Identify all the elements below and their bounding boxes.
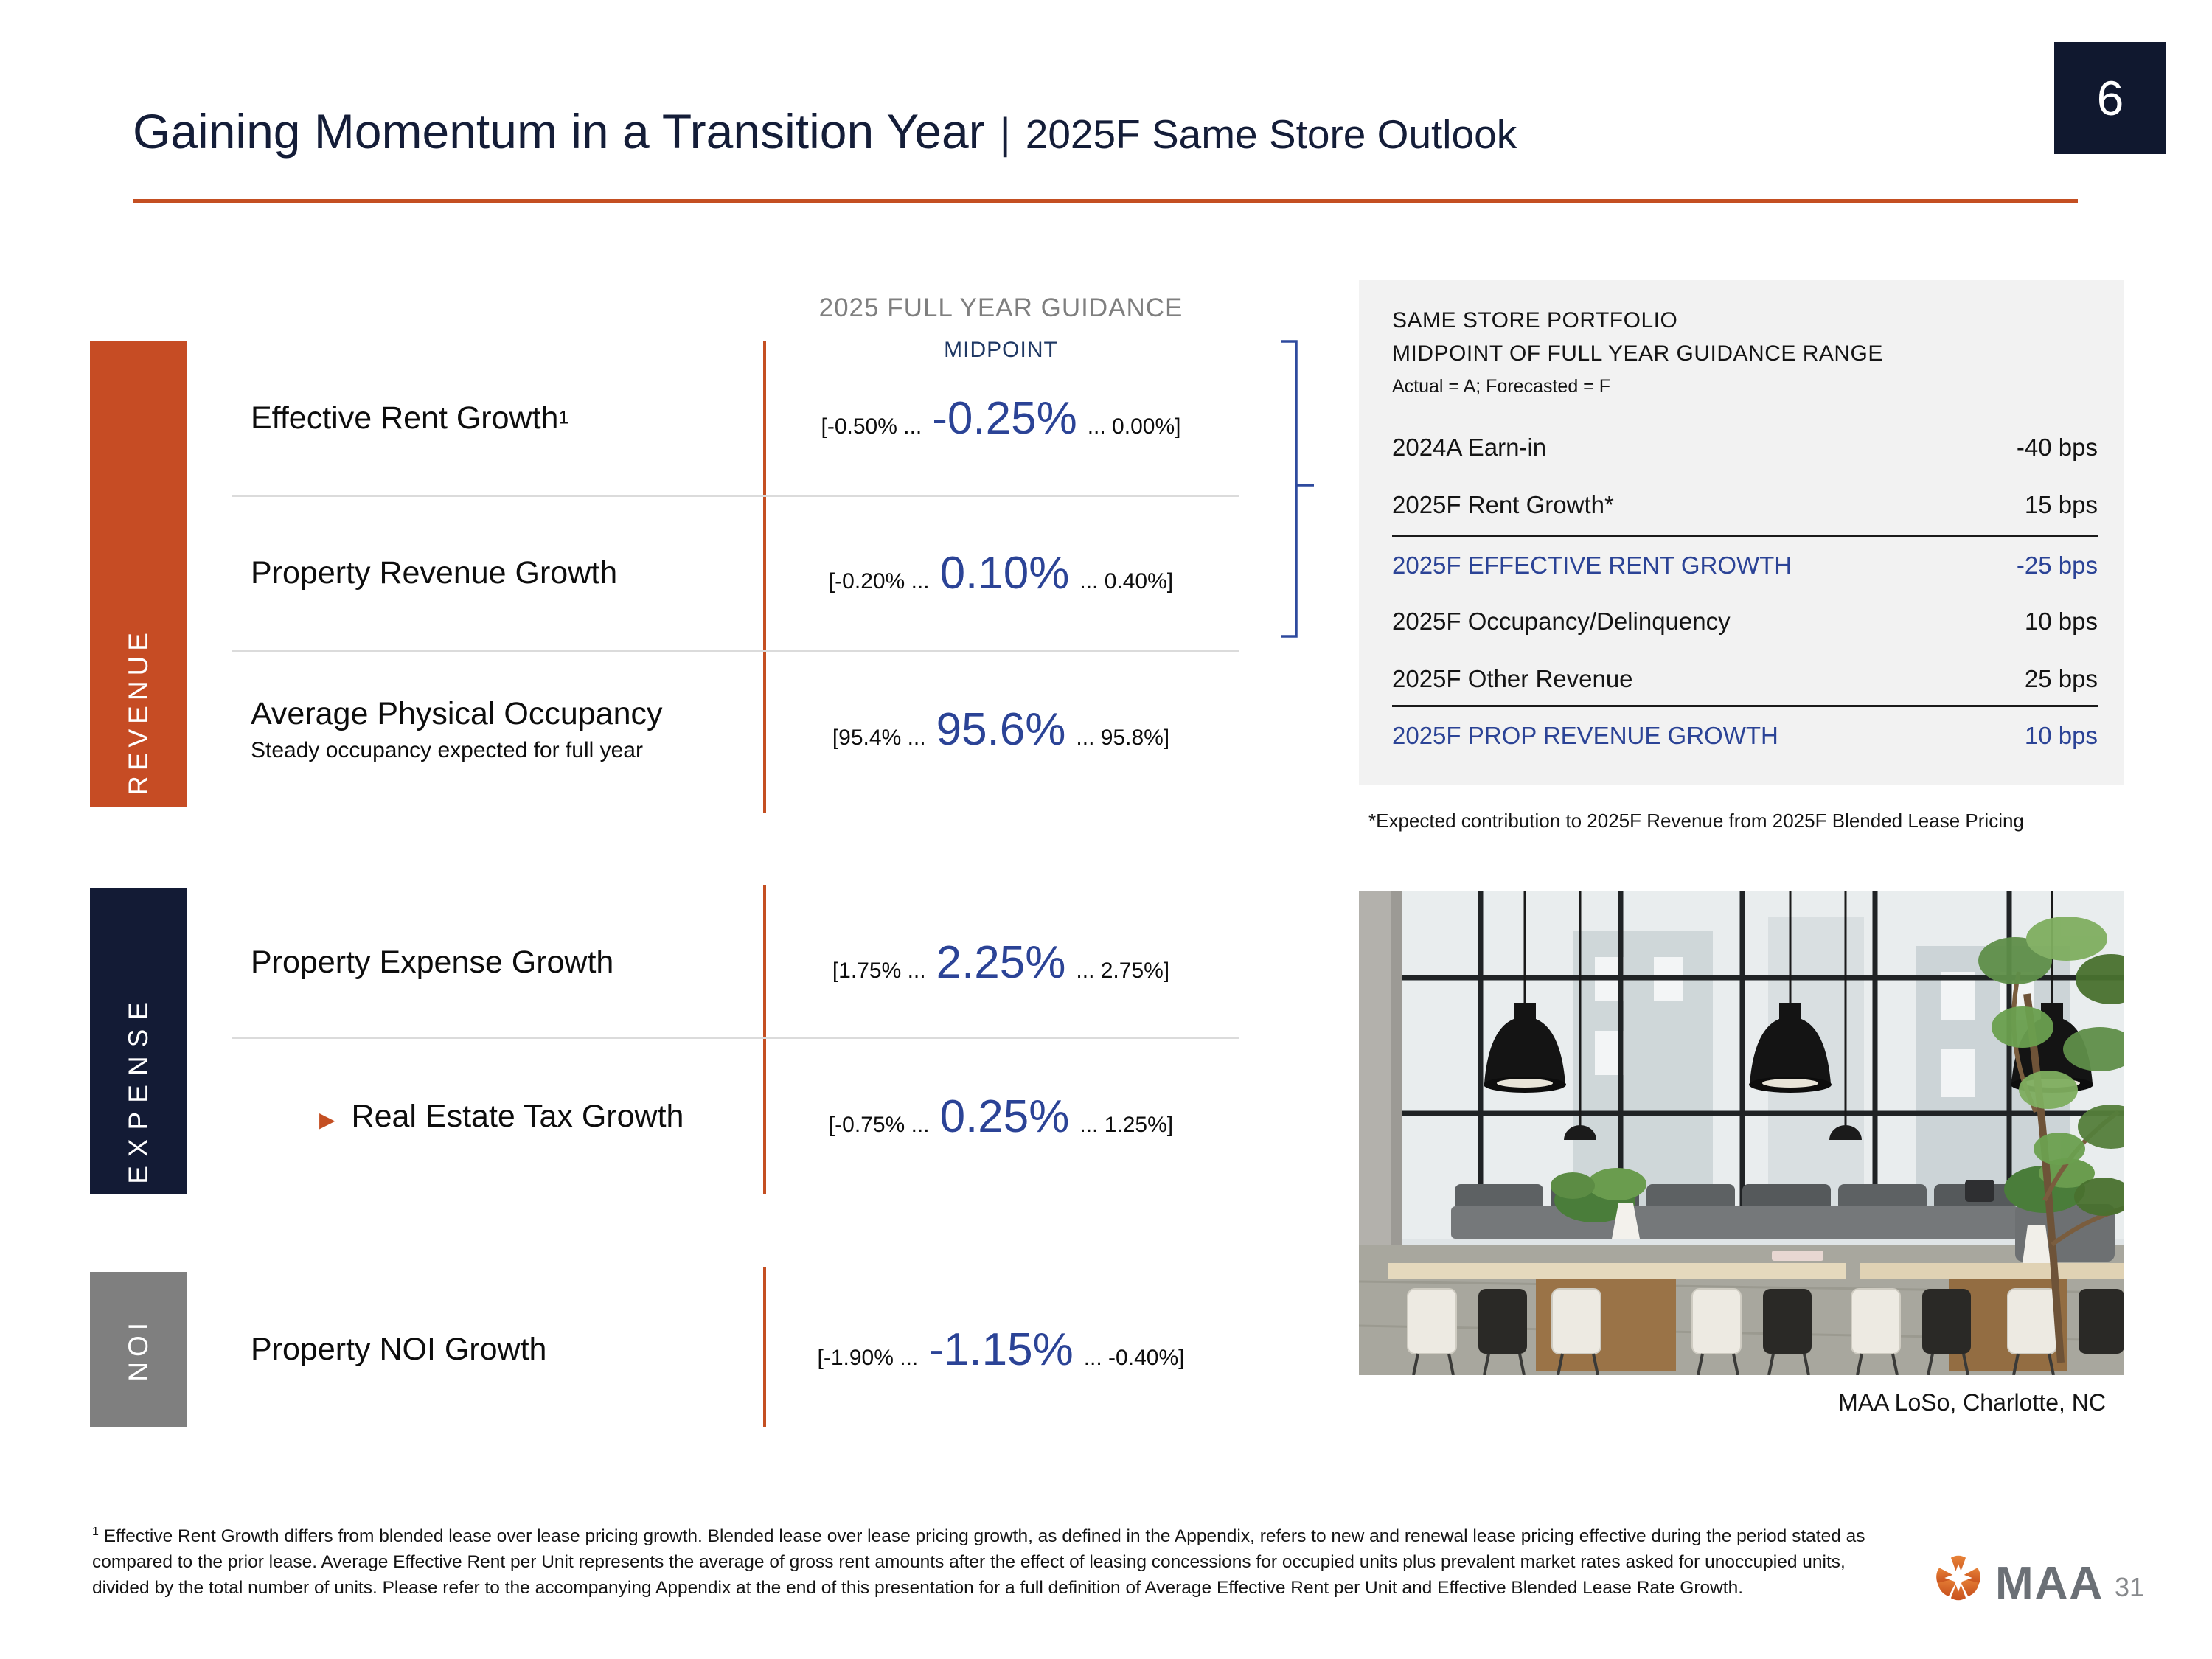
revenue-section-bar: REVENUE [90,341,187,807]
range-high: ... 0.40%] [1079,568,1174,594]
panel-row-2025f-rent-growth: 2025F Rent Growth* 15 bps [1392,489,2098,521]
noi-value-separator [763,1267,766,1427]
page-number-badge: 6 [2054,42,2166,154]
noi-section-bar: NOI [90,1272,187,1427]
footnote: 1 Effective Rent Growth differs from ble… [92,1519,1895,1601]
panel-row-2024a-earn-in: 2024A Earn-in -40 bps [1392,431,2098,464]
footnote-superscript: 1 [92,1526,99,1538]
panel-divider [1392,535,2098,537]
same-store-portfolio-panel [1359,280,2124,785]
row-divider [232,1037,1239,1039]
row-guidance-range: [-1.90% ... -1.15% ... -0.40%] [763,1324,1239,1376]
row-guidance-range: [1.75% ... 2.25% ... 2.75%] [763,936,1239,989]
range-high: ... 1.25%] [1079,1112,1174,1137]
panel-row-2025f-effective-rent-growth: 2025F EFFECTIVE RENT GROWTH -25 bps [1392,549,2098,582]
panel-row-value: 10 bps [2024,722,2098,749]
range-low: [-1.90% ... [817,1345,919,1370]
range-midpoint: 0.10% [939,547,1070,599]
slide-title: Gaining Momentum in a Transition Year | … [133,103,1517,159]
guidance-column-subheader: MIDPOINT [944,338,1058,362]
range-low: [-0.50% ... [821,414,922,439]
panel-row-value: -40 bps [2016,434,2098,461]
panel-row-label: 2025F EFFECTIVE RENT GROWTH [1392,552,1792,579]
guidance-row-property-expense-growth: Property Expense Growth [1.75% ... 2.25%… [232,888,1239,1037]
row-divider [232,495,1239,497]
row-title: Real Estate Tax Growth [351,1098,684,1134]
guidance-row-property-noi-growth: Property NOI Growth [-1.90% ... -1.15% .… [232,1272,1239,1427]
row-guidance-range: [-0.50% ... -0.25% ... 0.00%] [763,392,1239,445]
range-low: [-0.75% ... [828,1112,930,1137]
row-guidance-range: [-0.20% ... 0.10% ... 0.40%] [763,547,1239,599]
title-main: Gaining Momentum in a Transition Year [133,104,985,159]
row-subtitle: Steady occupancy expected for full year [251,737,643,762]
panel-row-value: 15 bps [2024,491,2098,518]
title-divider: | [999,110,1011,158]
panel-heading-3: Actual = A; Forecasted = F [1392,376,1610,397]
slide-page-number: 31 [2115,1572,2145,1602]
expense-value-separator [763,885,766,1194]
panel-row-label: 2025F Rent Growth* [1392,491,1614,518]
range-high: ... 0.00%] [1087,414,1181,439]
guidance-column-header: 2025 FULL YEAR GUIDANCE [818,293,1183,322]
property-photo [1359,891,2124,1375]
range-midpoint: -1.15% [928,1324,1074,1375]
panel-divider [1392,705,2098,707]
revenue-section-label: REVENUE [122,627,153,796]
panel-row-2025f-prop-revenue-growth: 2025F PROP REVENUE GROWTH 10 bps [1392,720,2098,752]
panel-row-label: 2025F PROP REVENUE GROWTH [1392,722,1778,749]
brace-pointer [1281,340,1314,638]
panel-row-value: 10 bps [2024,608,2098,635]
panel-row-label: 2025F Occupancy/Delinquency [1392,608,1731,635]
row-guidance-range: [95.4% ... 95.6% ... 95.8%] [763,703,1239,756]
row-guidance-range: [-0.75% ... 0.25% ... 1.25%] [763,1091,1239,1143]
guidance-row-effective-rent-growth: Effective Rent Growth1 [-0.50% ... -0.25… [232,341,1239,495]
row-title: Property Revenue Growth [251,554,618,591]
row-title: Average Physical Occupancy [251,695,663,731]
range-high: ... -0.40%] [1083,1345,1185,1370]
range-midpoint: -0.25% [932,392,1077,444]
panel-heading-1: SAME STORE PORTFOLIO [1392,308,1678,333]
range-midpoint: 95.6% [936,703,1066,755]
range-midpoint: 2.25% [936,937,1066,988]
expense-section-label: EXPENSE [122,993,153,1184]
title-underline [133,199,2078,203]
panel-footnote: *Expected contribution to 2025F Revenue … [1368,810,2024,832]
panel-row-value: -25 bps [2016,552,2098,579]
panel-heading-2: MIDPOINT OF FULL YEAR GUIDANCE RANGE [1392,341,1883,366]
range-midpoint: 0.25% [939,1091,1070,1142]
guidance-row-average-physical-occupancy: Average Physical Occupancy Steady occupa… [232,651,1239,807]
maa-logo-wordmark: MAA [1995,1558,2104,1609]
range-low: [1.75% ... [832,959,926,983]
row-superscript: 1 [558,407,569,428]
range-low: [-0.20% ... [828,568,930,594]
row-title: Effective Rent Growth [251,400,559,436]
noi-section-label: NOI [122,1317,153,1382]
property-photo-illustration [1359,891,2124,1375]
panel-row-value: 25 bps [2024,665,2098,692]
revenue-value-separator [763,341,766,813]
panel-row-2025f-other-revenue: 2025F Other Revenue 25 bps [1392,663,2098,695]
title-sub: 2025F Same Store Outlook [1025,111,1517,157]
footnote-text: Effective Rent Growth differs from blend… [92,1526,1865,1599]
row-title: Property NOI Growth [251,1331,547,1367]
panel-row-label: 2024A Earn-in [1392,434,1547,461]
photo-caption: MAA LoSo, Charlotte, NC [1838,1389,2106,1416]
row-divider [232,650,1239,652]
guidance-row-real-estate-tax-growth: ▶ Real Estate Tax Growth [-0.75% ... 0.25… [232,1038,1239,1194]
row-title: Property Expense Growth [251,945,614,980]
panel-row-2025f-occupancy-delinquency: 2025F Occupancy/Delinquency 10 bps [1392,605,2098,638]
range-high: ... 95.8%] [1076,725,1170,750]
expense-section-bar: EXPENSE [90,888,187,1194]
panel-row-label: 2025F Other Revenue [1392,665,1633,692]
guidance-row-property-revenue-growth: Property Revenue Growth [-0.20% ... 0.10… [232,496,1239,650]
triangle-bullet-icon: ▶ [319,1107,335,1131]
range-high: ... 2.75%] [1076,959,1170,983]
range-low: [95.4% ... [832,725,926,750]
maa-logo-icon [1936,1555,1980,1601]
